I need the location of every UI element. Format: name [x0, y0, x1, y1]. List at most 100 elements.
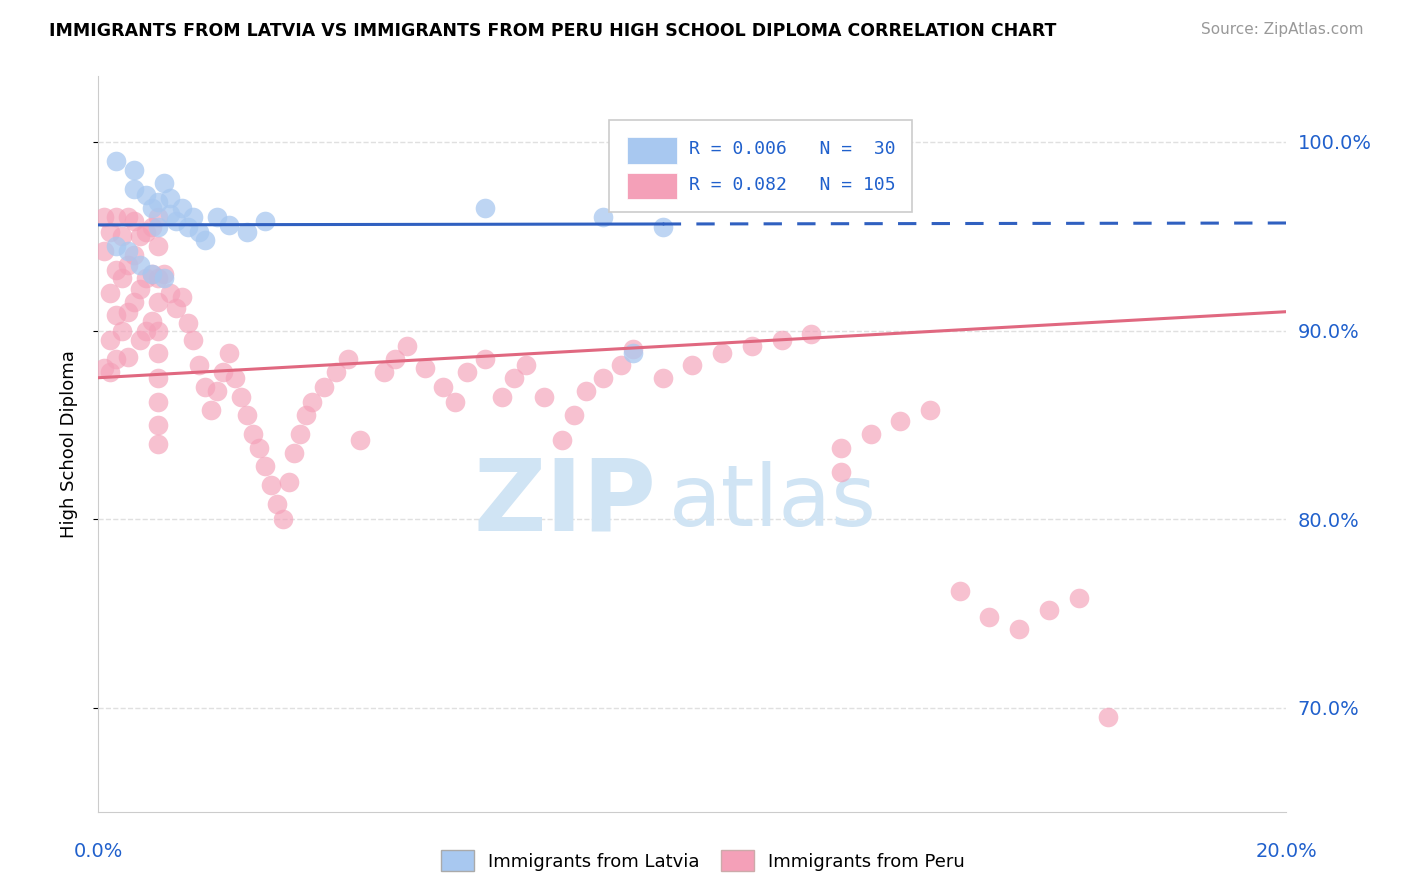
Text: 0.0%: 0.0% — [73, 842, 124, 862]
Y-axis label: High School Diploma: High School Diploma — [59, 350, 77, 538]
Point — [93, 211, 115, 225]
Point — [141, 201, 163, 215]
Point — [253, 214, 276, 228]
Point — [105, 238, 128, 252]
Point — [260, 478, 283, 492]
Point — [146, 417, 169, 432]
Point — [93, 244, 115, 259]
Point — [515, 358, 537, 372]
Point — [889, 414, 911, 428]
Point — [135, 270, 157, 285]
Point — [212, 365, 235, 379]
Point — [491, 390, 513, 404]
Point — [200, 402, 222, 417]
Point — [242, 427, 264, 442]
Point — [949, 584, 972, 599]
Point — [135, 226, 157, 240]
Point — [295, 409, 318, 423]
Point — [146, 370, 169, 384]
Point — [194, 380, 217, 394]
Point — [1067, 591, 1090, 606]
Point — [336, 351, 359, 366]
Point — [741, 339, 763, 353]
Point — [141, 267, 163, 281]
Point — [384, 351, 406, 366]
Point — [98, 285, 121, 300]
Point — [770, 333, 793, 347]
Point — [349, 433, 371, 447]
Point — [205, 211, 228, 225]
Point — [194, 233, 217, 247]
Point — [920, 402, 942, 417]
Point — [152, 177, 174, 191]
Point — [253, 459, 276, 474]
Point — [165, 214, 187, 228]
Point — [188, 226, 211, 240]
Point — [170, 289, 193, 303]
Point — [105, 211, 128, 225]
Point — [105, 351, 128, 366]
Point — [105, 309, 128, 323]
Point — [218, 346, 240, 360]
Point — [610, 358, 633, 372]
Point — [170, 201, 193, 215]
Point — [432, 380, 454, 394]
Point — [159, 285, 181, 300]
Point — [117, 258, 139, 272]
Point — [271, 512, 294, 526]
Point — [247, 441, 270, 455]
Point — [146, 324, 169, 338]
Point — [98, 333, 121, 347]
Point — [146, 395, 169, 409]
Point — [117, 350, 139, 364]
Point — [122, 295, 145, 310]
Point — [159, 206, 181, 220]
FancyBboxPatch shape — [627, 137, 678, 164]
Point — [135, 324, 157, 338]
Point — [592, 211, 614, 225]
Text: R = 0.082   N = 105: R = 0.082 N = 105 — [689, 176, 896, 194]
Point — [229, 390, 252, 404]
Point — [146, 295, 169, 310]
FancyBboxPatch shape — [627, 173, 678, 199]
Point — [111, 229, 134, 244]
Point — [122, 248, 145, 262]
Point — [290, 427, 312, 442]
Point — [224, 370, 246, 384]
Point — [218, 218, 240, 232]
Point — [651, 370, 673, 384]
Point — [314, 380, 336, 394]
Point — [621, 343, 644, 357]
Point — [117, 304, 139, 318]
Point — [98, 365, 121, 379]
Point — [681, 358, 703, 372]
Point — [141, 314, 163, 328]
Point — [176, 219, 198, 234]
Point — [111, 324, 134, 338]
Point — [592, 370, 614, 384]
Point — [277, 475, 299, 489]
Point — [146, 211, 169, 225]
Point — [651, 219, 673, 234]
Point — [1038, 603, 1060, 617]
Point — [176, 316, 198, 330]
Legend: Immigrants from Latvia, Immigrants from Peru: Immigrants from Latvia, Immigrants from … — [434, 843, 972, 879]
Point — [979, 610, 1001, 624]
Point — [129, 229, 152, 244]
Point — [236, 409, 259, 423]
Point — [266, 497, 288, 511]
Point — [122, 163, 145, 178]
Point — [551, 433, 574, 447]
Point — [122, 214, 145, 228]
Point — [205, 384, 228, 398]
Point — [165, 301, 187, 315]
Point — [474, 201, 496, 215]
Point — [129, 258, 152, 272]
Point — [503, 370, 526, 384]
Point — [800, 327, 823, 342]
Point — [474, 351, 496, 366]
Point — [152, 267, 174, 281]
Point — [105, 263, 128, 277]
Point — [830, 465, 852, 479]
Point — [146, 195, 169, 210]
